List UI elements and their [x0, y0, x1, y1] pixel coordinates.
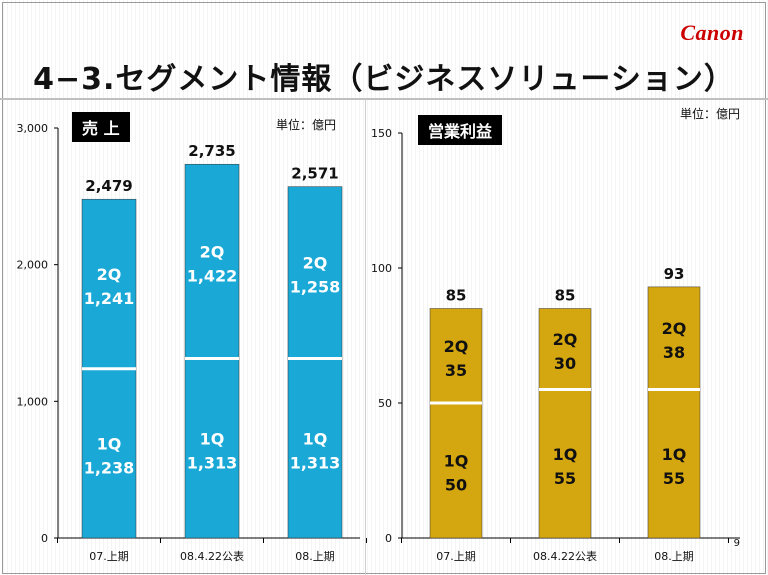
page-number: 9: [733, 538, 740, 549]
profit-data-label: 38: [663, 343, 685, 362]
profit-y-tick-label: 0: [385, 532, 392, 545]
profit-data-label: 30: [554, 354, 576, 373]
profit-bar: [538, 308, 592, 539]
profit-y-tick-label: 50: [378, 397, 392, 410]
sales-data-label: 1,313: [290, 453, 341, 472]
profit-total-label: 85: [555, 287, 576, 305]
profit-category-label: 07.上期: [436, 550, 476, 563]
sales-bar: [184, 163, 240, 539]
sales-unit-label: 単位：億円: [276, 118, 337, 132]
profit-data-label: 50: [445, 476, 467, 495]
profit-series-label: 1Q: [662, 445, 687, 464]
sales-y-tick-label: 3,000: [17, 122, 49, 135]
profit-series-label: 2Q: [444, 337, 469, 356]
profit-y-tick-label: 150: [371, 127, 392, 140]
profit-series-label: 2Q: [662, 319, 687, 338]
profit-chart-label: 営業利益: [418, 115, 503, 145]
sales-series-label: 2Q: [303, 254, 328, 273]
sales-category-label: 07.上期: [89, 550, 129, 563]
sales-category-label: 08.上期: [295, 550, 335, 563]
sales-data-label: 1,258: [290, 278, 341, 297]
sales-data-label: 1,422: [187, 266, 238, 285]
title-rule: [0, 98, 768, 100]
profit-series-label: 2Q: [553, 330, 578, 349]
sales-series-label: 2Q: [200, 242, 225, 261]
sales-y-tick-label: 2,000: [17, 259, 49, 272]
sales-bar: [287, 186, 343, 539]
profit-total-label: 93: [664, 265, 685, 283]
sales-series-label: 1Q: [303, 429, 328, 448]
canon-logo: Canon: [680, 20, 744, 45]
sales-series-label: 2Q: [97, 265, 122, 284]
sales-data-label: 1,241: [84, 289, 135, 308]
sales-total-label: 2,479: [85, 177, 132, 195]
profit-data-label: 35: [445, 361, 467, 380]
profit-category-label: 08.上期: [654, 550, 694, 563]
sales-data-label: 1,238: [84, 458, 135, 477]
profit-bar: [429, 308, 483, 539]
sales-chart-label: 売 上: [72, 112, 130, 142]
sales-y-tick-label: 1,000: [17, 395, 49, 408]
sales-series-label: 1Q: [97, 434, 122, 453]
sales-category-label: 08.4.22公表: [180, 549, 244, 563]
profit-y-tick-label: 100: [371, 262, 392, 275]
profit-unit-label: 単位：億円: [680, 107, 741, 121]
panel-divider: [365, 100, 366, 575]
sales-series-label: 1Q: [200, 429, 225, 448]
profit-data-label: 55: [554, 469, 576, 488]
page-title: 4−3.セグメント情報（ビジネスソリューション）: [33, 62, 735, 97]
sales-total-label: 2,735: [188, 142, 235, 160]
profit-series-label: 1Q: [444, 452, 469, 471]
profit-bar: [647, 286, 701, 539]
profit-category-label: 08.4.22公表: [533, 549, 597, 563]
profit-series-label: 1Q: [553, 445, 578, 464]
profit-data-label: 55: [663, 469, 685, 488]
sales-data-label: 1,313: [187, 453, 238, 472]
sales-y-tick-label: 0: [41, 532, 48, 545]
profit-total-label: 85: [446, 287, 467, 305]
sales-total-label: 2,571: [291, 165, 338, 183]
